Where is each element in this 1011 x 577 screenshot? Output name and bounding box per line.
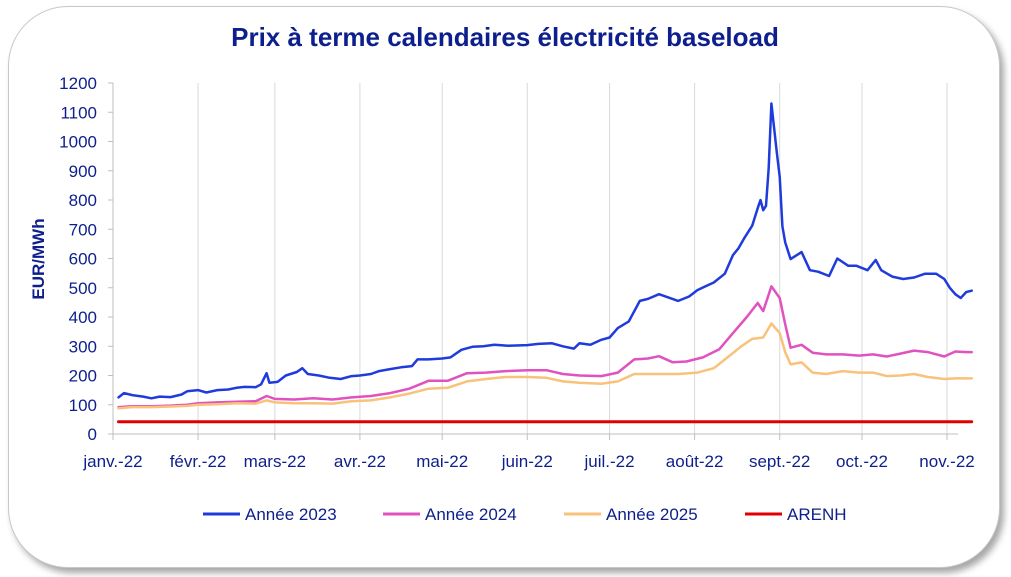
x-tick-label: janv.-22 xyxy=(82,452,142,471)
axes: janv.-22 févr.-22 mars-22 avr.-22 mai-22 juin… xyxy=(59,74,975,471)
legend-label-ann-e-2025: Année 2025 xyxy=(606,505,698,524)
y-tick-label: 400 xyxy=(69,308,97,327)
y-tick-label: 700 xyxy=(69,220,97,239)
y-tick-label: 200 xyxy=(69,367,97,386)
x-tick-label: mai-22 xyxy=(416,452,468,471)
y-tick-label: 1100 xyxy=(60,103,97,122)
x-tick-label: avr.-22 xyxy=(334,452,386,471)
series-line-ann-e-2025 xyxy=(117,322,973,410)
y-axis-label: EUR/MWh xyxy=(29,218,48,299)
series-line-ann-e-2023 xyxy=(117,102,973,400)
y-tick-label: 500 xyxy=(69,279,97,298)
y-tick-label: 1000 xyxy=(59,133,97,152)
chart-title: Prix à terme calendaires électricité bas… xyxy=(231,22,779,52)
series-line-ann-e-2024 xyxy=(117,285,973,409)
legend-label-ann-e-2024: Année 2024 xyxy=(425,505,517,524)
y-tick-label: 1200 xyxy=(59,74,97,93)
x-tick-label: août-22 xyxy=(666,452,724,471)
x-tick-label: sept.-22 xyxy=(749,452,810,471)
legend: Année 2023 Année 2024 Année 2025 ARENH xyxy=(203,505,847,524)
x-tick-label: juil.-22 xyxy=(584,452,635,471)
x-tick-label: mars-22 xyxy=(244,452,306,471)
y-tick-label: 0 xyxy=(88,425,97,444)
x-tick-label: oct.-22 xyxy=(836,452,888,471)
x-tick-label: nov.-22 xyxy=(919,452,974,471)
y-tick-label: 900 xyxy=(69,162,97,181)
legend-label-ann-e-2023: Année 2023 xyxy=(245,505,337,524)
y-tick-label: 800 xyxy=(69,191,97,210)
series xyxy=(117,102,974,424)
y-tick-label: 100 xyxy=(69,396,97,415)
y-tick-label: 600 xyxy=(69,250,97,269)
chart-card xyxy=(8,6,1000,568)
x-tick-label: juin-22 xyxy=(501,452,553,471)
legend-label-arenh: ARENH xyxy=(787,505,847,524)
y-tick-label: 300 xyxy=(69,337,97,356)
x-tick-label: févr.-22 xyxy=(170,452,227,471)
